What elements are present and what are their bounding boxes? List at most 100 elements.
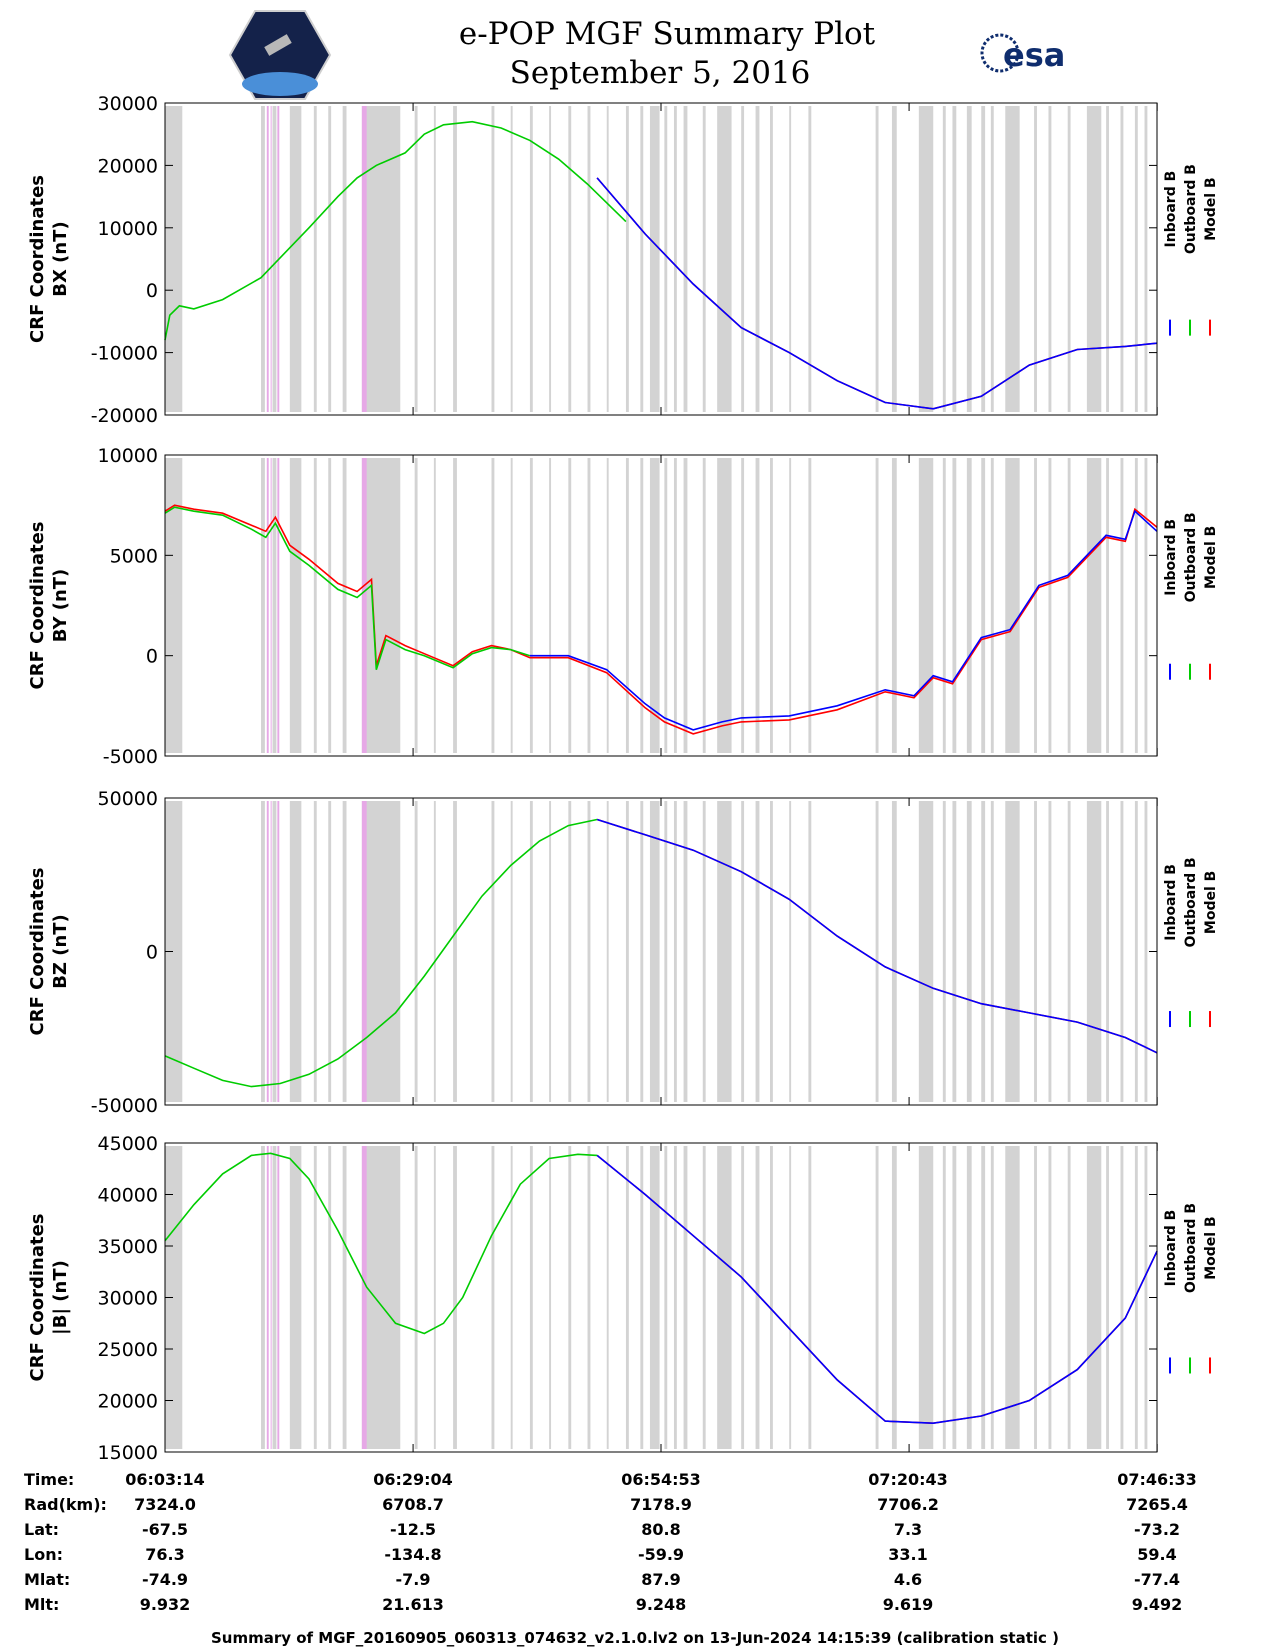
data-gap-band [529, 801, 533, 1102]
table-cell: 06:29:04 [373, 1470, 453, 1489]
data-gap-band [990, 1146, 994, 1449]
data-gap-band [491, 801, 495, 1102]
data-gap-band [1048, 1146, 1052, 1449]
data-gap-band [606, 801, 609, 1102]
data-gap-band [549, 1146, 552, 1449]
table-cell: 9.932 [140, 1595, 191, 1614]
data-gap-band [1067, 801, 1071, 1102]
data-gap-band [568, 1146, 572, 1449]
data-gap-band [606, 458, 609, 753]
chart-panel-1: 30000 20000 10000 0 -10000 -20000 CRF Coordina… [27, 93, 1219, 427]
table-cell: -7.9 [396, 1570, 431, 1589]
data-gap-band [453, 801, 457, 1102]
data-gap-band [990, 106, 994, 412]
y-axis-label-line2: BZ (nT) [50, 914, 71, 989]
table-cell: -74.9 [142, 1570, 188, 1589]
y-tick-label: 25000 [98, 1339, 158, 1361]
data-gap-band [491, 106, 495, 412]
data-gap-band [549, 458, 552, 753]
data-gap-band [313, 458, 317, 753]
data-gap-band [313, 106, 317, 412]
data-gap-band [1067, 458, 1071, 753]
table-cell: 07:46:33 [1117, 1470, 1197, 1489]
y-tick-label: 45000 [98, 1133, 158, 1155]
data-gap-band [891, 106, 897, 412]
data-gap-band [918, 801, 934, 1102]
data-gap-band [702, 458, 706, 753]
data-gap-band [1134, 1146, 1138, 1449]
data-gap-band [361, 458, 401, 753]
data-gap-band [769, 106, 773, 412]
data-gap-band [981, 1146, 986, 1449]
data-gap-band [1086, 106, 1102, 412]
legend-label: Model B [1203, 871, 1219, 934]
data-gap-band [1048, 458, 1052, 753]
data-gap-band [1005, 1146, 1020, 1449]
data-gap-band [1034, 458, 1037, 753]
data-gap-band [549, 801, 552, 1102]
data-gap-band [673, 106, 677, 412]
data-gap-band [328, 1146, 332, 1449]
y-axis-label-line1: CRF Coordinates [27, 868, 48, 1036]
legend-label: Inboard B [1163, 864, 1179, 941]
y-tick-label: -50000 [91, 1095, 158, 1117]
data-gap-band [702, 801, 706, 1102]
data-gap-band [1134, 106, 1138, 412]
table-row-label: Mlat: [24, 1570, 70, 1589]
table-cell: 33.1 [888, 1545, 927, 1564]
data-gap-band [789, 801, 792, 1102]
y-tick-label: 30000 [98, 93, 158, 115]
data-gap-band [328, 106, 332, 412]
data-gap-band [587, 106, 591, 412]
data-gap-band [1086, 458, 1102, 753]
data-gap-band [289, 458, 302, 753]
y-axis-label-line1: CRF Coordinates [27, 522, 48, 690]
y-tick-label: 0 [146, 942, 158, 964]
data-gap-band [1106, 458, 1109, 753]
footer-summary: Summary of MGF_20160905_060313_074632_v2… [211, 1629, 1059, 1647]
data-gap-band [510, 458, 513, 753]
data-gap-band [808, 801, 812, 1102]
table-cell: 9.619 [883, 1595, 934, 1614]
data-gap-band [453, 1146, 457, 1449]
data-gap-band [549, 106, 552, 412]
data-gap-band [640, 106, 644, 412]
y-tick-label: 40000 [98, 1185, 158, 1207]
table-row-label: Mlt: [24, 1595, 59, 1614]
data-gap-band [649, 106, 660, 412]
data-gap-band [966, 106, 972, 412]
data-gap-band [625, 801, 629, 1102]
data-gap-band [1106, 106, 1109, 412]
data-gap-band [1120, 458, 1124, 753]
data-gap-band [261, 801, 265, 1102]
data-gap-band [649, 801, 660, 1102]
data-gap-band [702, 1146, 706, 1449]
y-tick-label: 15000 [98, 1442, 158, 1464]
legend-label: Inboard B [1163, 171, 1179, 248]
table-row-label: Lat: [24, 1520, 59, 1539]
data-gap-band [673, 1146, 677, 1449]
series-line-inboard-b [529, 509, 1158, 731]
data-gap-band [165, 801, 183, 1102]
flag-band [270, 106, 272, 412]
data-gap-band [789, 1146, 792, 1449]
data-gap-band [1144, 1146, 1148, 1449]
data-gap-band [289, 1146, 302, 1449]
table-cell: 21.613 [382, 1595, 444, 1614]
data-gap-band [1034, 1146, 1037, 1449]
data-gap-band [1005, 106, 1020, 412]
data-gap-band [891, 1146, 897, 1449]
table-cell: 7324.0 [134, 1495, 196, 1514]
data-gap-band [625, 458, 629, 753]
data-gap-band [789, 106, 792, 412]
data-gap-band [1120, 106, 1124, 412]
data-gap-band [529, 458, 533, 753]
data-gap-band [952, 1146, 957, 1449]
data-gap-band [342, 1146, 347, 1449]
data-gap-band [769, 1146, 773, 1449]
data-gap-band [789, 458, 792, 753]
data-gap-band [606, 1146, 609, 1449]
data-gap-band [755, 458, 760, 753]
title-line2: September 5, 2016 [510, 55, 811, 91]
